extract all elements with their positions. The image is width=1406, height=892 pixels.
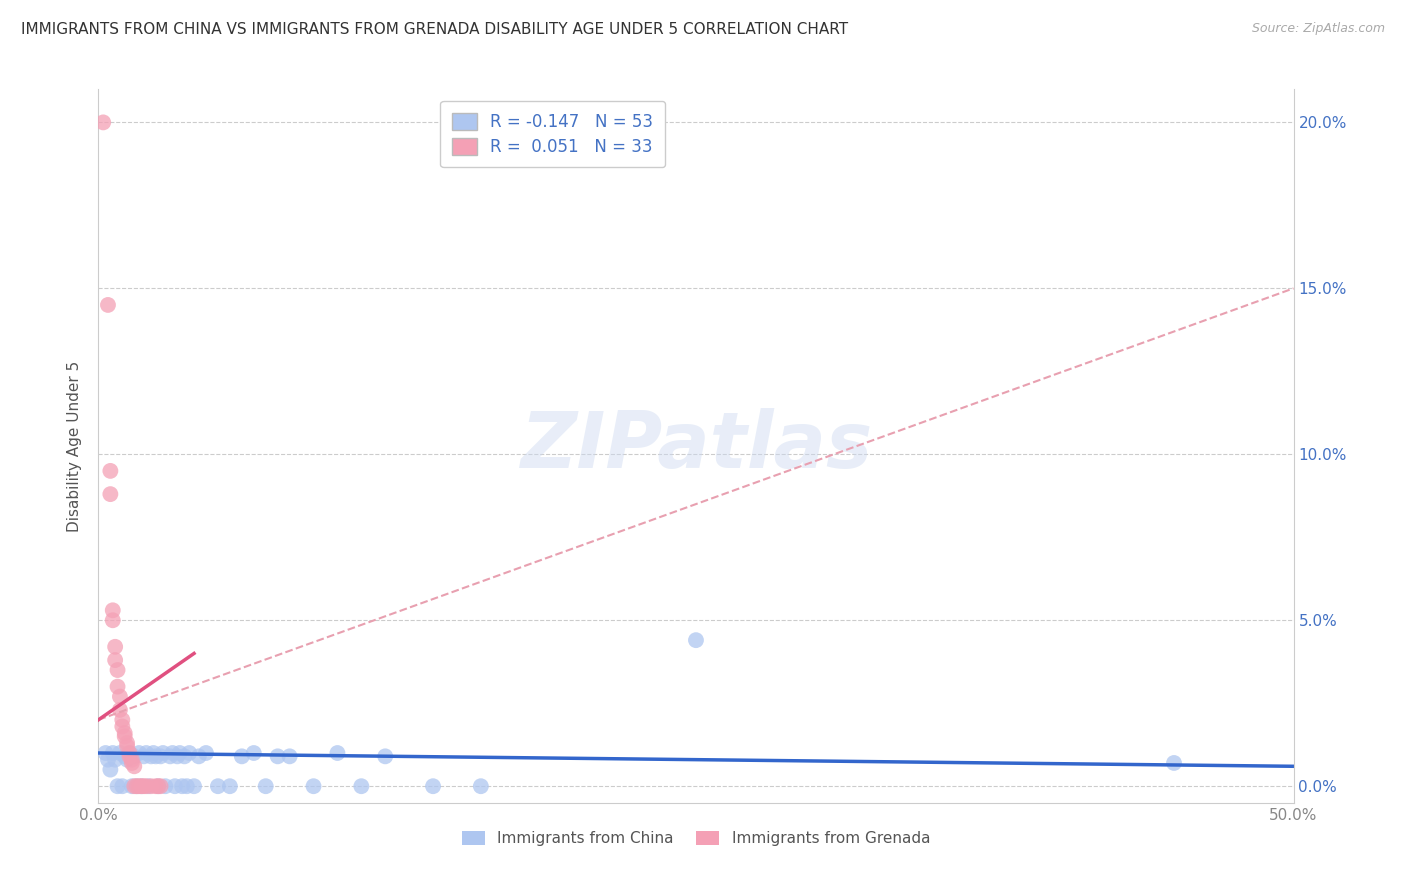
Point (114, 749, 136, 764)
Point (94, 746, 117, 760)
Point (118, 746, 141, 760)
Point (124, 749, 146, 764)
Point (195, 746, 218, 760)
Point (108, 703, 131, 717)
Point (152, 746, 174, 760)
Point (138, 779, 160, 793)
Point (108, 746, 131, 760)
Point (148, 779, 170, 793)
Point (207, 779, 229, 793)
Point (98, 464, 122, 478)
Point (128, 779, 150, 793)
Point (125, 779, 148, 793)
Point (231, 749, 253, 764)
Point (131, 779, 153, 793)
Point (374, 749, 396, 764)
Point (172, 779, 194, 793)
Point (139, 749, 162, 764)
Point (166, 749, 188, 764)
Y-axis label: Disability Age Under 5: Disability Age Under 5 (67, 360, 83, 532)
Point (101, 603, 124, 617)
Point (135, 746, 157, 760)
Point (101, 746, 124, 760)
Point (98, 487, 122, 501)
Legend: Immigrants from China, Immigrants from Grenada: Immigrants from China, Immigrants from G… (456, 825, 936, 852)
Point (149, 779, 172, 793)
Point (108, 690, 131, 704)
Point (131, 779, 153, 793)
Point (163, 779, 186, 793)
Point (115, 753, 138, 767)
Point (125, 779, 148, 793)
Point (183, 779, 205, 793)
Point (97, 298, 120, 312)
Point (111, 719, 134, 733)
Point (162, 746, 184, 760)
Point (118, 749, 141, 764)
Point (267, 749, 290, 764)
Point (169, 746, 191, 760)
Point (107, 663, 129, 677)
Point (254, 779, 277, 793)
Point (101, 613, 124, 627)
Point (118, 746, 141, 760)
Point (155, 779, 177, 793)
Point (115, 736, 138, 750)
Point (121, 779, 143, 793)
Text: ZIPatlas: ZIPatlas (520, 408, 872, 484)
Point (1163, 756, 1185, 770)
Point (145, 749, 167, 764)
Point (149, 749, 172, 764)
Point (111, 779, 134, 793)
Point (179, 746, 201, 760)
Point (132, 779, 155, 793)
Point (139, 779, 162, 793)
Point (278, 749, 301, 764)
Point (422, 779, 444, 793)
Point (187, 749, 209, 764)
Point (243, 746, 266, 760)
Point (107, 779, 129, 793)
Text: IMMIGRANTS FROM CHINA VS IMMIGRANTS FROM GRENADA DISABILITY AGE UNDER 5 CORRELAT: IMMIGRANTS FROM CHINA VS IMMIGRANTS FROM… (21, 22, 848, 37)
Point (350, 779, 373, 793)
Point (121, 756, 143, 770)
Point (326, 746, 349, 760)
Point (114, 730, 136, 744)
Point (111, 713, 134, 727)
Point (128, 746, 150, 760)
Point (121, 753, 143, 767)
Text: Source: ZipAtlas.com: Source: ZipAtlas.com (1251, 22, 1385, 36)
Point (98, 763, 122, 777)
Point (124, 779, 146, 793)
Point (148, 779, 170, 793)
Point (132, 749, 155, 764)
Point (104, 753, 127, 767)
Point (219, 779, 242, 793)
Point (470, 779, 492, 793)
Point (104, 653, 127, 667)
Point (91, 115, 114, 129)
Point (104, 640, 127, 654)
Point (159, 749, 181, 764)
Point (135, 779, 157, 793)
Point (114, 726, 136, 740)
Point (142, 746, 165, 760)
Point (97, 753, 120, 767)
Point (145, 779, 167, 793)
Point (176, 779, 198, 793)
Point (302, 779, 325, 793)
Point (173, 749, 195, 764)
Point (124, 759, 146, 773)
Point (115, 739, 138, 754)
Point (685, 633, 707, 648)
Point (107, 680, 129, 694)
